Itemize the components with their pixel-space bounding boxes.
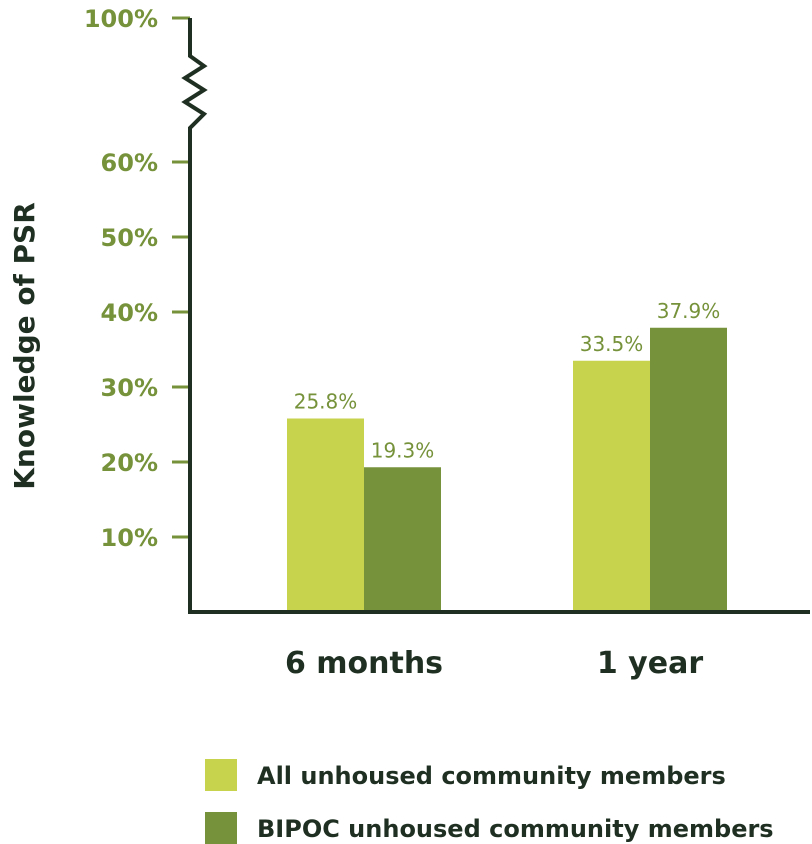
legend: All unhoused community members BIPOC unho… (205, 759, 774, 844)
bar-bipoc-1 (650, 327, 727, 612)
y-tick-label: 40% (101, 299, 158, 327)
y-tick-label: 30% (101, 374, 158, 402)
legend-swatch-bipoc (205, 812, 237, 844)
bar-value-label: 33.5% (580, 332, 644, 356)
bars (287, 327, 727, 612)
y-tick-label: 100% (84, 5, 158, 33)
y-tick-label: 20% (101, 449, 158, 477)
bar-bipoc-0 (364, 467, 441, 612)
value-labels: 25.8% 33.5% 19.3% 37.9% (294, 299, 721, 463)
axes (181, 18, 810, 614)
x-category-label: 1 year (597, 646, 703, 681)
y-tick-label: 60% (101, 149, 158, 177)
legend-label-bipoc: BIPOC unhoused community members (257, 815, 774, 843)
y-axis-title: Knowledge of PSR (8, 202, 41, 490)
bar-all-0 (287, 418, 364, 612)
bar-all-1 (573, 360, 650, 612)
bar-value-label: 37.9% (657, 299, 721, 323)
y-tick-label: 50% (101, 224, 158, 252)
x-category-label: 6 months (285, 646, 443, 681)
legend-swatch-all (205, 759, 237, 791)
bar-value-label: 25.8% (294, 390, 358, 414)
y-axis-line (181, 18, 208, 612)
y-tick-label: 10% (101, 524, 158, 552)
category-labels: 6 months 1 year (285, 646, 703, 681)
legend-label-all: All unhoused community members (257, 762, 726, 790)
y-axis-ticks: 10% 20% 30% 40% 50% 60% 100% (84, 5, 190, 552)
bar-value-label: 19.3% (371, 438, 435, 462)
